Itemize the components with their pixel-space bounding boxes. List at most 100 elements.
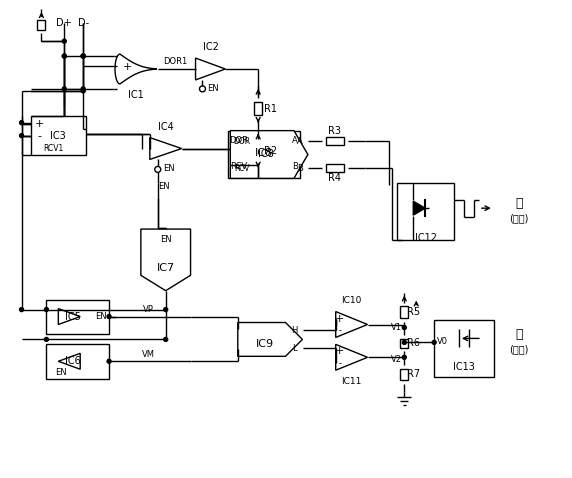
Circle shape [81,54,85,58]
Text: -: - [338,326,341,335]
Text: R3: R3 [328,126,341,136]
Text: B: B [292,162,298,171]
Bar [46,344,109,379]
Text: IC1: IC1 [128,90,144,100]
Bar [434,319,494,377]
Text: VP: VP [144,305,154,314]
Polygon shape [58,353,80,369]
Circle shape [200,86,205,92]
Text: IC11: IC11 [341,377,362,386]
Text: -: - [338,359,341,368]
Polygon shape [58,309,80,325]
Circle shape [62,39,66,43]
Text: R2: R2 [264,145,277,155]
Text: IC10: IC10 [341,296,362,305]
Text: V2: V2 [391,355,402,364]
Text: EN: EN [163,164,174,173]
Text: EN: EN [96,312,107,321]
Text: IC6: IC6 [65,356,81,366]
Text: (接收): (接收) [509,344,529,354]
Text: A: A [292,136,298,145]
Circle shape [432,340,436,344]
Bar [254,102,262,115]
Circle shape [155,166,161,173]
Text: R5: R5 [407,306,420,316]
Bar [325,137,344,144]
Circle shape [62,54,66,58]
Text: EN: EN [208,85,219,93]
Text: D+: D+ [57,18,72,28]
Circle shape [62,87,66,91]
Circle shape [62,54,66,58]
Text: EN: EN [160,236,172,244]
Text: DOR: DOR [234,137,251,146]
Text: RCV: RCV [235,164,250,173]
Polygon shape [336,312,368,337]
Text: RCV: RCV [230,162,247,171]
Text: VM: VM [142,350,156,359]
Bar [325,164,344,173]
Text: EN: EN [55,368,67,377]
Polygon shape [115,54,157,84]
Text: (发射): (发射) [509,213,529,223]
Text: IC13: IC13 [453,362,475,372]
Bar [228,130,300,178]
Polygon shape [196,58,225,80]
Text: R1: R1 [264,104,277,114]
Text: RCV1: RCV1 [43,144,63,153]
Circle shape [45,308,49,312]
Text: IC2: IC2 [202,42,219,52]
Circle shape [45,337,49,341]
Bar [400,306,408,318]
Circle shape [402,355,406,359]
Text: 光: 光 [515,197,522,210]
Text: V0: V0 [436,337,447,346]
Circle shape [402,326,406,329]
Text: EN: EN [158,182,169,191]
Text: IC3: IC3 [50,130,66,141]
Text: L: L [292,344,296,353]
Text: A: A [297,137,303,146]
Text: R7: R7 [407,369,420,379]
Text: IC4: IC4 [158,122,173,131]
Circle shape [19,120,23,125]
Text: D-: D- [78,18,89,28]
Text: R6: R6 [407,338,420,348]
Bar [400,338,408,348]
Circle shape [19,308,23,312]
Bar [31,116,86,155]
Text: +: + [335,347,344,356]
Text: IC12: IC12 [415,233,437,243]
Text: DOR: DOR [229,136,248,145]
Text: IC8: IC8 [255,148,273,158]
Bar [46,300,109,335]
Text: IC8: IC8 [258,150,274,160]
Circle shape [164,337,168,341]
Bar [37,20,45,30]
Text: -: - [37,130,41,141]
Circle shape [81,54,85,58]
Text: IC5: IC5 [65,312,81,322]
Polygon shape [336,344,368,370]
Polygon shape [150,138,182,160]
Circle shape [402,340,406,344]
Text: DOR1: DOR1 [164,56,188,65]
Text: +: + [35,119,44,129]
Circle shape [164,308,168,312]
Circle shape [107,359,111,363]
Circle shape [81,89,85,93]
Text: H: H [291,326,297,335]
Bar [398,184,454,240]
Polygon shape [141,229,190,291]
Bar [400,369,408,380]
Text: V1: V1 [391,323,402,332]
Circle shape [19,134,23,138]
Polygon shape [413,201,425,215]
Text: B: B [297,164,303,173]
Circle shape [81,54,85,58]
Text: R4: R4 [328,174,341,184]
Text: IC9: IC9 [256,339,274,349]
Circle shape [81,87,85,91]
Circle shape [107,315,111,318]
Text: IC7: IC7 [157,263,175,273]
